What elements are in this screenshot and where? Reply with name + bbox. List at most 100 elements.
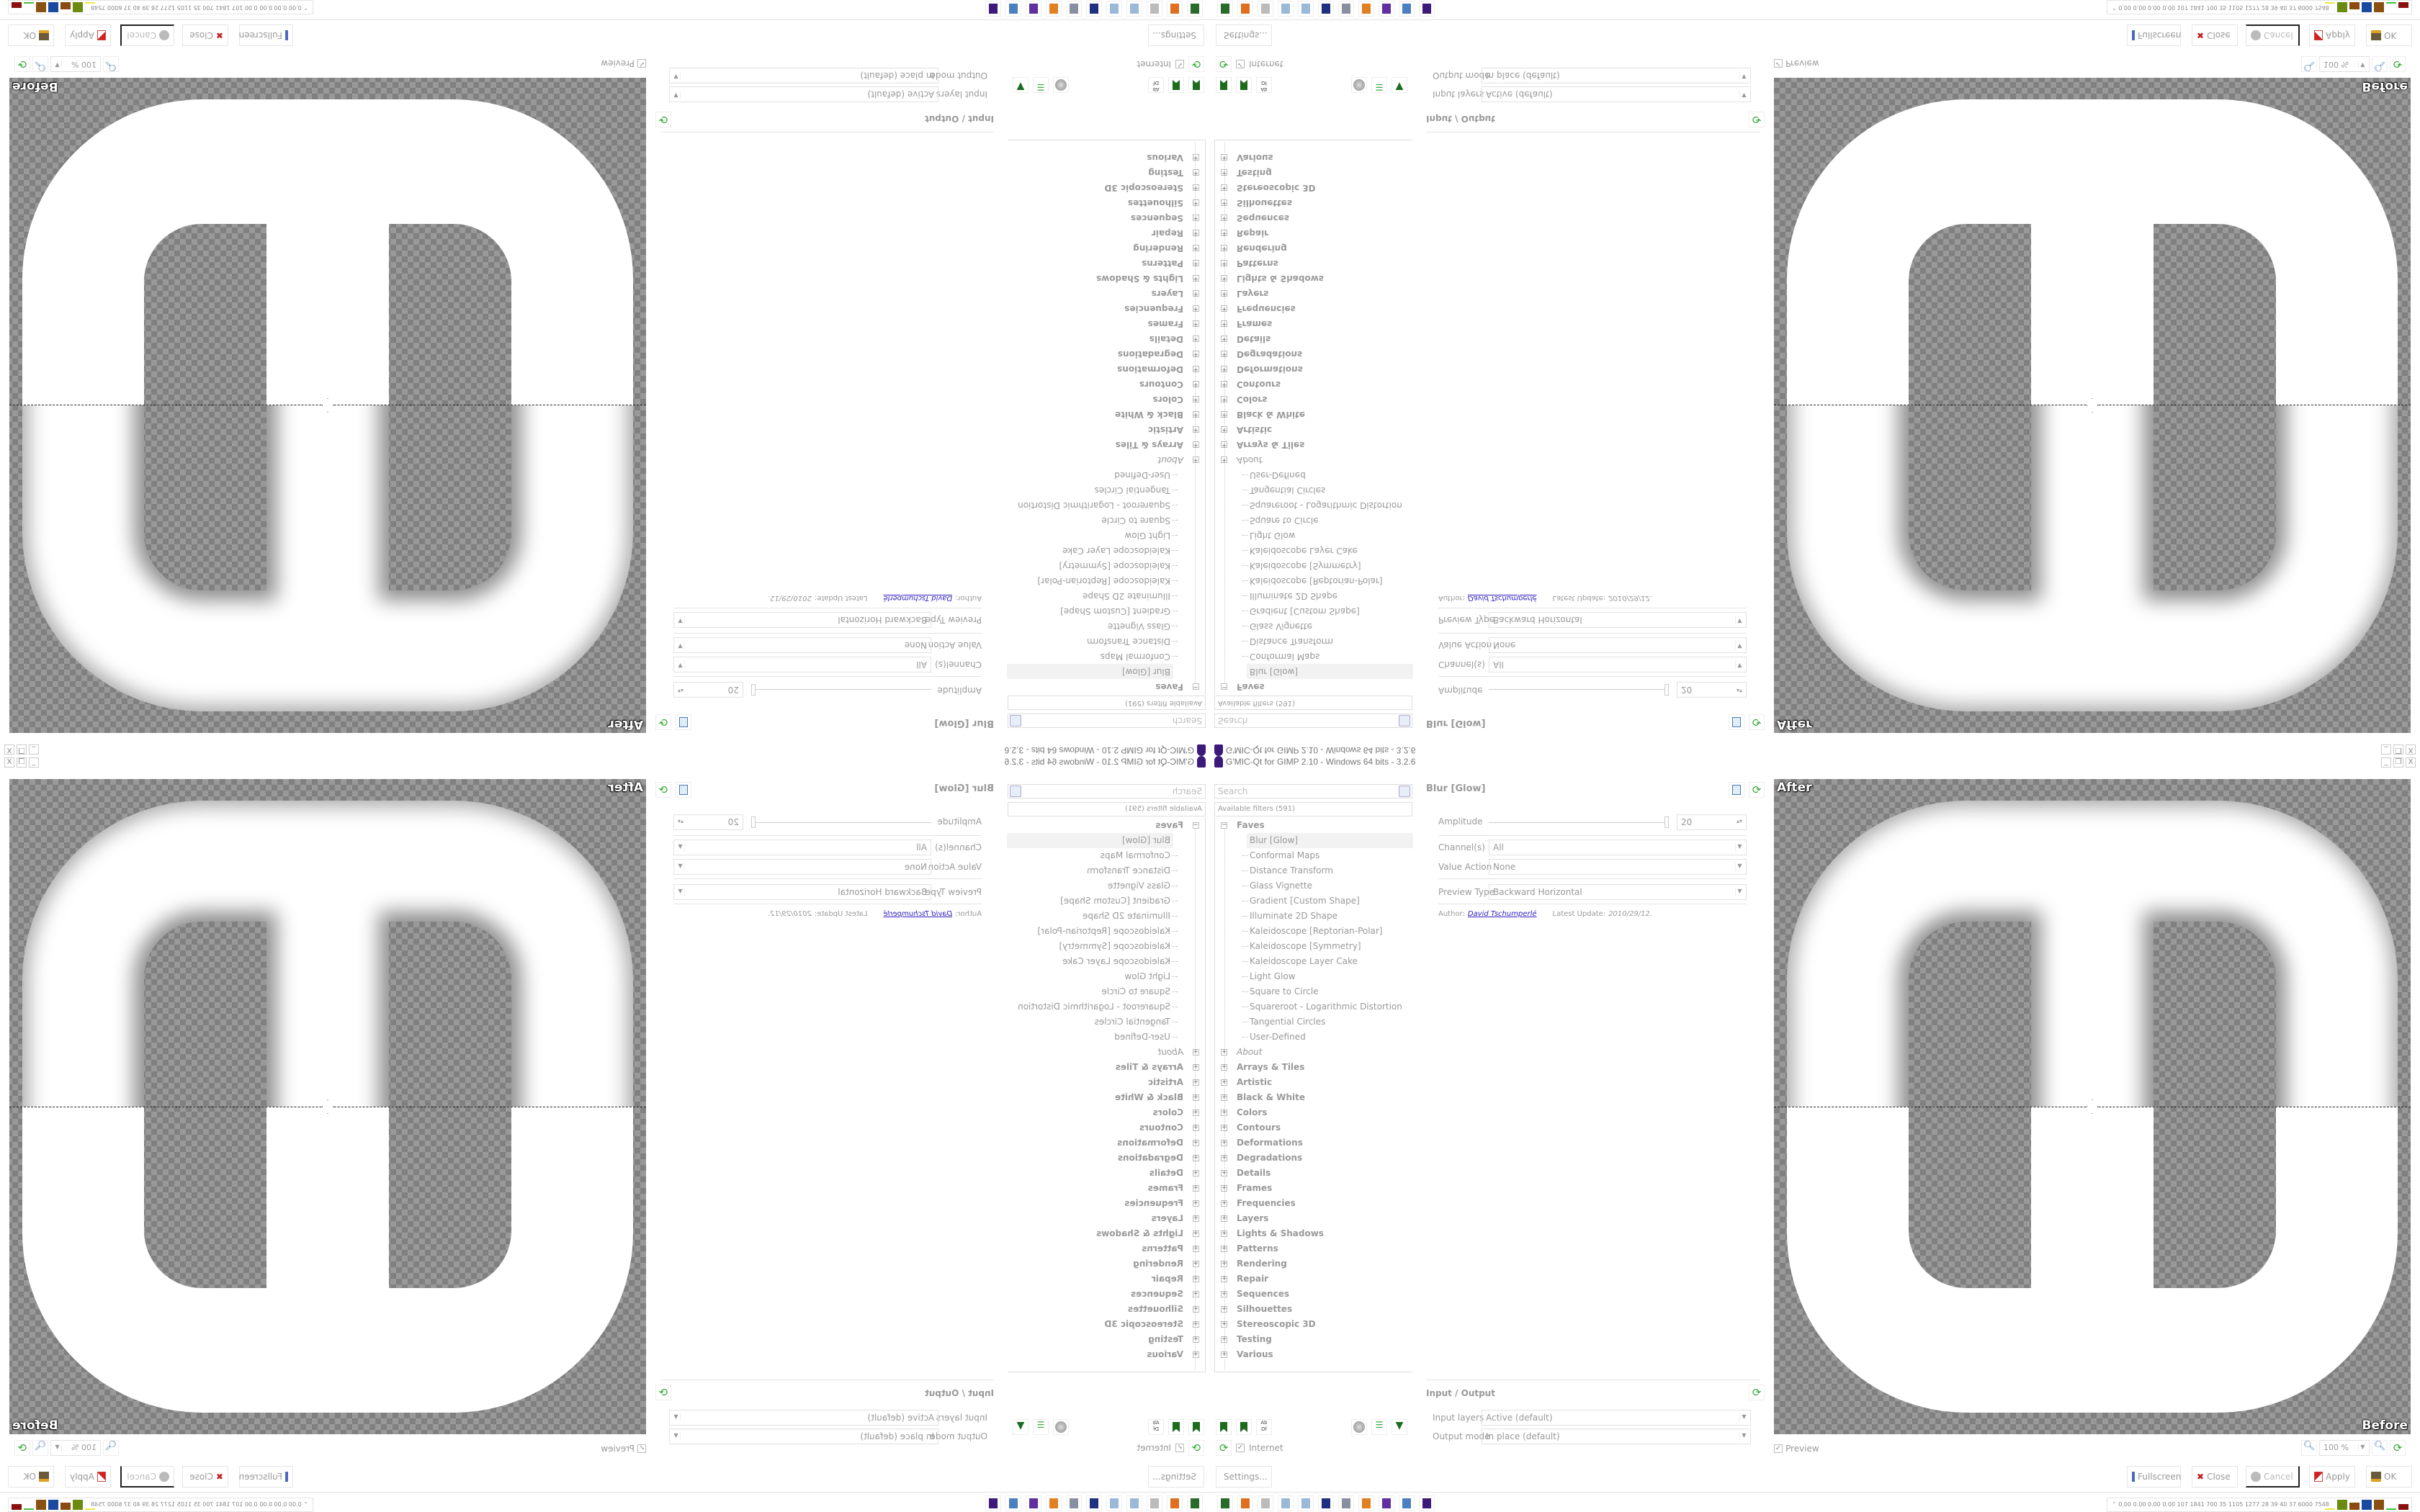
tree-category[interactable]: + Rendering [1007,1256,1205,1272]
tree-category[interactable]: + Stereoscopic 3D [1215,180,1413,195]
search-icon[interactable] [1010,715,1021,726]
expand-icon[interactable]: + [1193,456,1199,464]
visibility-toggle-button[interactable] [1053,77,1069,93]
tree-category[interactable]: + Degradations [1215,1151,1413,1166]
search-icon[interactable] [1010,786,1021,797]
tree-category[interactable]: + Patterns [1215,1241,1413,1256]
tree-item-fave[interactable]: Gradient [Custom Shape] [1215,603,1413,618]
expand-icon[interactable]: + [1193,1305,1199,1313]
cancel-button[interactable]: Cancel [2246,1466,2300,1488]
taskbar-button[interactable] [1106,1,1122,17]
reset-params-button[interactable]: ⟳ [1749,714,1765,730]
select-list-button[interactable]: ☰ [1371,77,1387,93]
zoom-in-button[interactable]: 🔍︎ [32,1440,48,1456]
taskbar-button[interactable] [1278,1,1294,17]
tree-category[interactable]: + Details [1215,1166,1413,1181]
input-layers-select[interactable]: Active (default) ▼ [669,86,938,102]
tree-category[interactable]: + Black & White [1215,1090,1413,1105]
zoom-out-button[interactable]: 🔍︎ [2301,1440,2317,1456]
collapse-icon[interactable]: − [1193,683,1199,690]
cancel-button[interactable]: Cancel [2246,24,2300,46]
tree-category[interactable]: + Frames [1007,1181,1205,1196]
taskbar-button[interactable] [1419,1495,1435,1511]
rename-fave-button[interactable]: Ab Df [1256,77,1272,93]
expand-icon[interactable]: + [1221,184,1227,192]
expand-icon[interactable]: + [1221,1215,1227,1222]
expand-icon[interactable]: + [1193,1320,1199,1328]
tree-item-fave[interactable]: Distance Transform [1007,634,1205,649]
tree-category-faves[interactable]: − Faves [1007,679,1205,694]
output-mode-select[interactable]: In place (default) ▼ [669,68,938,84]
tree-category[interactable]: + Sequences [1215,1287,1413,1302]
amplitude-slider-handle[interactable] [751,816,756,828]
tree-item-fave[interactable]: Conformal Maps [1215,848,1413,863]
expand-icon[interactable]: + [1221,1336,1227,1343]
ok-button[interactable]: OK [2366,1466,2412,1488]
minimize-button[interactable]: _ [29,757,39,768]
ok-button[interactable]: OK [8,1466,54,1488]
tree-item-fave[interactable]: Square to Circle [1215,984,1413,999]
taskbar-button[interactable] [1399,1,1415,17]
tree-category[interactable]: + Repair [1007,1272,1205,1287]
expand-icon[interactable]: + [1193,1184,1199,1192]
tree-item-fave[interactable]: Tangential Circles [1215,482,1413,498]
tree-category-faves[interactable]: − Faves [1007,818,1205,833]
expand-icon[interactable]: + [1193,275,1199,282]
expand-icon[interactable]: + [1193,381,1199,388]
tree-category[interactable]: + Deformations [1007,361,1205,377]
tree-category[interactable]: + Layers [1007,1211,1205,1226]
collapse-icon[interactable]: ⌃ [2112,4,2117,11]
remove-fave-button[interactable] [1168,1419,1184,1435]
fullscreen-button[interactable]: Fullscreen [239,1466,293,1488]
tree-category[interactable]: + Contours [1007,1120,1205,1135]
internet-checkbox[interactable]: ✓ [1175,60,1184,68]
tree-category[interactable]: + Degradations [1007,346,1205,361]
taskbar-button[interactable] [1258,1,1273,17]
amplitude-spinbox[interactable]: 20 ▴▾ [673,682,743,698]
tree-category[interactable]: + Repair [1007,225,1205,240]
select-list-button[interactable]: ☰ [1033,1419,1049,1435]
tree-item-fave[interactable]: User-Defined [1215,1030,1413,1045]
expand-icon[interactable]: + [1221,1245,1227,1252]
expand-icon[interactable]: + [1221,1200,1227,1207]
tree-item-fave[interactable]: Glass Vignette [1007,878,1205,894]
preview-toggle[interactable]: ✓ Preview [1774,1444,1819,1454]
value-action-select[interactable]: None ▼ [673,859,931,875]
close-window-button[interactable]: X [2406,757,2416,768]
cancel-button[interactable]: Cancel [120,24,174,46]
add-fave-button[interactable] [1188,77,1204,93]
tree-item-fave[interactable]: Distance Transform [1215,634,1413,649]
tree-category[interactable]: + Testing [1215,1332,1413,1347]
add-fave-button[interactable] [1216,77,1232,93]
tree-category[interactable]: + Arrays & Tiles [1007,437,1205,452]
expand-icon[interactable]: + [1193,1109,1199,1116]
tree-item-fave[interactable]: Squareroot - Logarithmic Distortion [1007,498,1205,513]
expand-icon[interactable]: + [1221,320,1227,328]
io-reset-button[interactable]: ⟳ [1749,112,1765,127]
expand-icon[interactable]: + [1193,1124,1199,1131]
tree-category-faves[interactable]: − Faves [1215,679,1413,694]
tree-category[interactable]: + Layers [1007,286,1205,301]
tree-category[interactable]: + Black & White [1007,1090,1205,1105]
preview-type-select[interactable]: Backward Horizontal ▼ [1489,884,1747,900]
expand-icon[interactable]: + [1221,441,1227,449]
restore-button[interactable]: ❐ [2393,744,2403,755]
taskbar-button[interactable] [1237,1,1253,17]
expand-icon[interactable]: + [1193,1079,1199,1086]
tree-category[interactable]: + Stereoscopic 3D [1215,1317,1413,1332]
expand-icon[interactable]: + [1193,290,1199,297]
preview-checkbox[interactable]: ✓ [1774,1444,1783,1453]
taskbar-button[interactable] [1318,1,1334,17]
tree-item-fave[interactable]: User-Defined [1215,467,1413,482]
minimize-button[interactable]: _ [2381,744,2391,755]
add-fave-button[interactable] [1188,1419,1204,1435]
reset-zoom-button[interactable]: ⟳ [14,56,30,72]
tree-item-fave[interactable]: User-Defined [1007,467,1205,482]
tree-item-fave[interactable]: Distance Transform [1007,863,1205,878]
expand-collapse-button[interactable]: ▼ [1013,77,1028,93]
expand-icon[interactable]: + [1193,215,1199,222]
tree-category[interactable]: + Sequences [1215,210,1413,225]
expand-icon[interactable]: + [1221,1184,1227,1192]
expand-collapse-button[interactable]: ▼ [1392,77,1407,93]
search-icon[interactable] [1399,715,1410,726]
